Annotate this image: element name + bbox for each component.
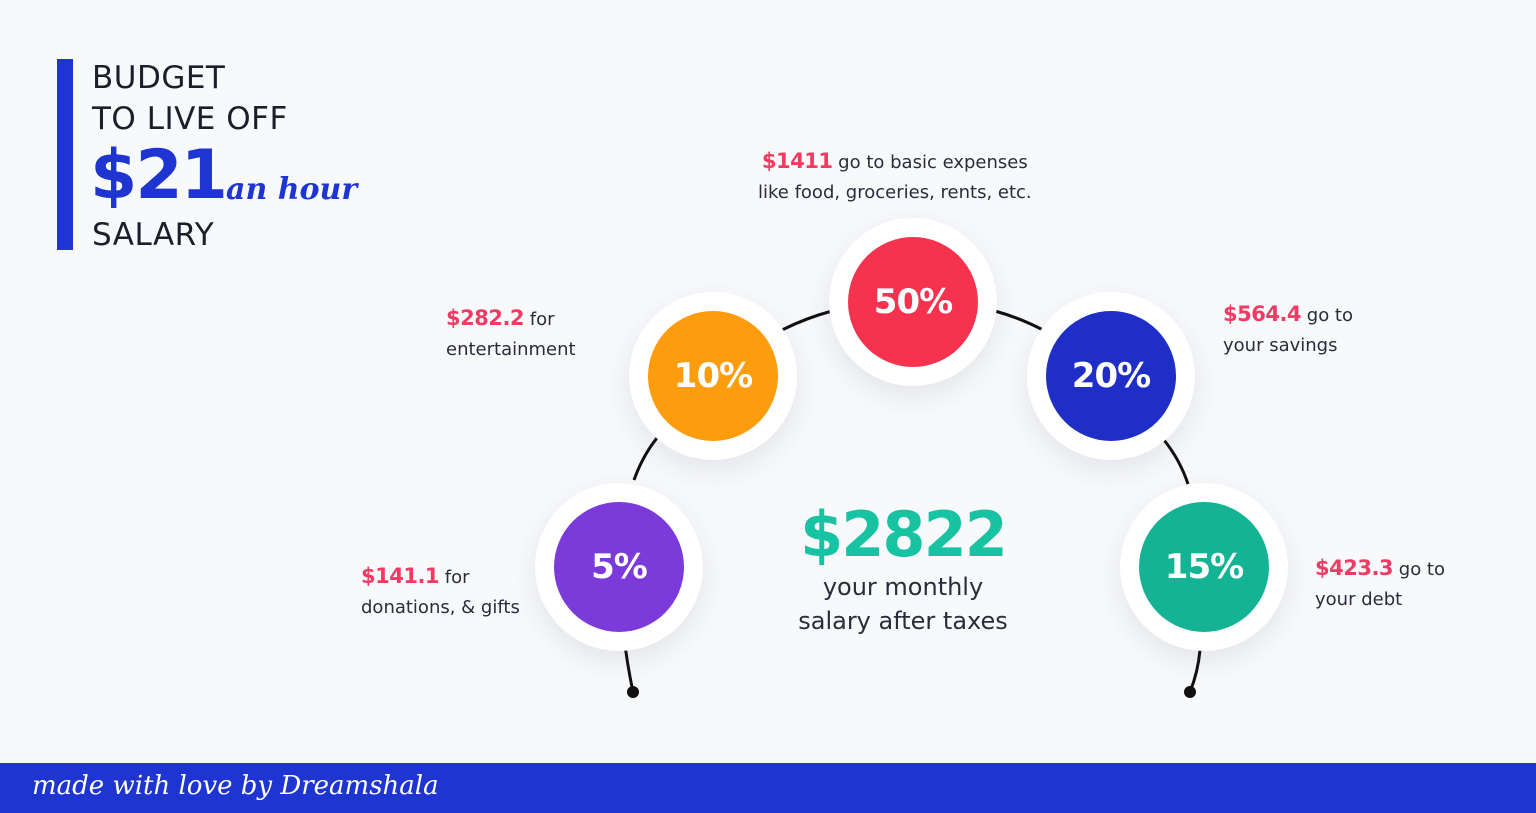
arc-segment-right-tail <box>1188 649 1202 693</box>
circle-10-percent-fill: 10% <box>648 311 778 441</box>
title-line-budget: BUDGET <box>92 60 226 96</box>
desc-entertainment-text2: entertainment <box>446 339 576 360</box>
desc-savings: $564.4 go to your savings <box>1223 299 1353 361</box>
desc-donations: $141.1 for donations, & gifts <box>361 561 520 623</box>
circle-20-percent-fill: 20% <box>1046 311 1176 441</box>
monthly-salary-amount: $2822 <box>800 498 1008 571</box>
title-hourly-amount: $21 <box>90 136 228 215</box>
arc-end-dot-left <box>627 686 639 698</box>
footer-credit: made with love by Dreamshala <box>32 771 439 801</box>
footer-bar: made with love by Dreamshala <box>0 763 1536 813</box>
desc-basic-expenses-text2: like food, groceries, rents, etc. <box>758 182 1032 203</box>
title-line-live-off: TO LIVE OFF <box>92 101 288 137</box>
arc-segment-10-50 <box>781 309 833 332</box>
circle-5-percent-fill: 5% <box>554 502 684 632</box>
desc-debt-text1: go to <box>1393 559 1445 580</box>
desc-entertainment-amount: $282.2 <box>446 306 525 330</box>
desc-debt-text2: your debt <box>1315 589 1403 610</box>
title-an-hour: an hour <box>226 172 358 207</box>
desc-debt: $423.3 go to your debt <box>1315 553 1445 615</box>
arc-segment-50-20 <box>994 309 1044 332</box>
desc-basic-expenses-amount: $1411 <box>761 149 833 173</box>
circle-50-percent: 50% <box>829 218 997 386</box>
monthly-salary-caption: your monthly salary after taxes <box>798 570 1008 638</box>
desc-savings-amount: $564.4 <box>1223 302 1302 326</box>
title-line-salary: SALARY <box>92 217 215 253</box>
desc-donations-text2: donations, & gifts <box>361 597 520 618</box>
desc-basic-expenses: $1411 go to basic expenses like food, gr… <box>758 146 1032 208</box>
desc-savings-text1: go to <box>1301 305 1353 326</box>
desc-basic-expenses-text1: go to basic expenses <box>832 152 1028 173</box>
circle-15-percent-fill: 15% <box>1139 502 1269 632</box>
circle-20-percent: 20% <box>1027 292 1195 460</box>
circle-50-percent-fill: 50% <box>848 237 978 367</box>
circle-10-percent: 10% <box>629 292 797 460</box>
title-accent-bar <box>57 59 73 250</box>
desc-entertainment: $282.2 for entertainment <box>446 303 576 365</box>
desc-debt-amount: $423.3 <box>1315 556 1394 580</box>
monthly-salary-caption-line2: salary after taxes <box>798 607 1008 635</box>
desc-donations-amount: $141.1 <box>361 564 440 588</box>
desc-entertainment-text1: for <box>524 309 555 330</box>
circle-15-percent: 15% <box>1120 483 1288 651</box>
arc-segment-20-15 <box>1162 439 1190 485</box>
arc-end-dot-right <box>1184 686 1196 698</box>
desc-donations-text1: for <box>439 567 470 588</box>
desc-savings-text2: your savings <box>1223 335 1338 356</box>
monthly-salary-caption-line1: your monthly <box>822 573 984 601</box>
circle-5-percent: 5% <box>535 483 703 651</box>
